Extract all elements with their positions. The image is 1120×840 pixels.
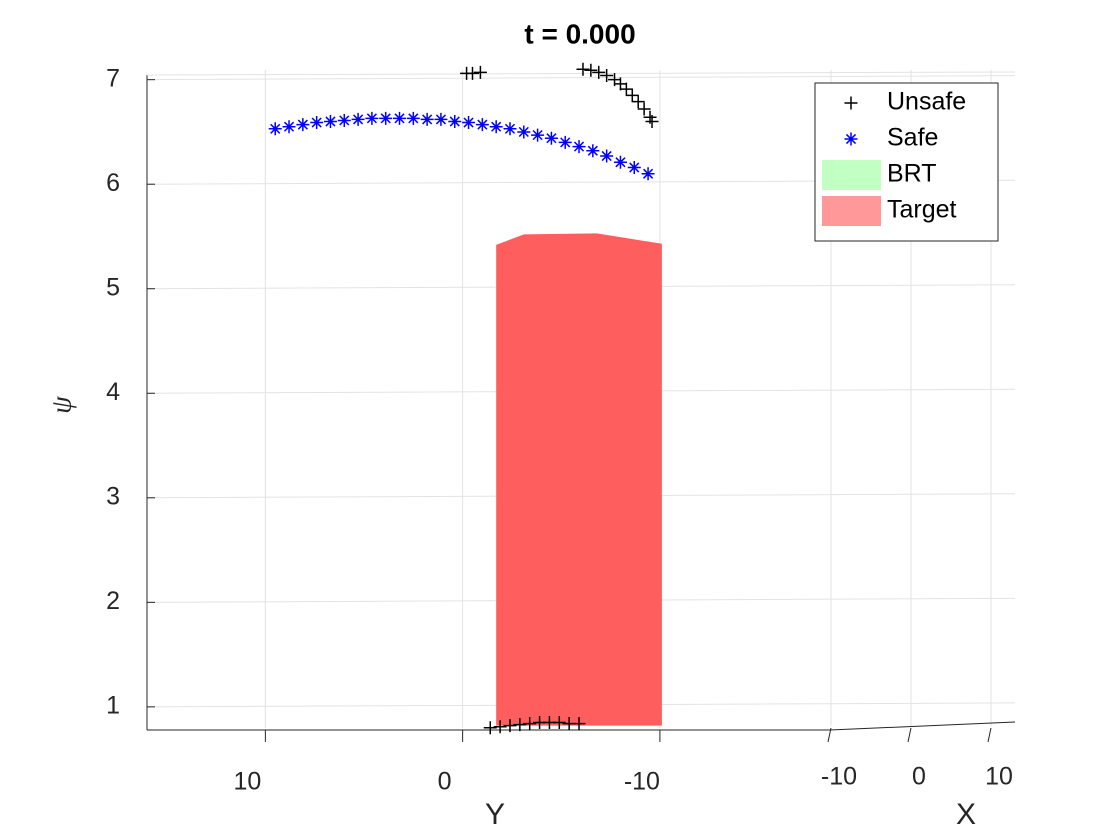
point	[523, 717, 537, 731]
point	[282, 120, 296, 134]
target-region	[496, 233, 662, 726]
grid-line	[146, 75, 1016, 81]
point	[613, 155, 627, 169]
x-tick-label: 10	[233, 768, 261, 796]
point	[637, 102, 651, 116]
point	[406, 111, 420, 125]
x2-tick-label: -10	[821, 763, 857, 791]
box-edge	[146, 71, 1016, 76]
y-tick-label: 6	[106, 169, 120, 197]
point	[572, 140, 586, 154]
point	[475, 118, 489, 132]
point	[619, 82, 633, 96]
point	[513, 718, 527, 732]
point	[552, 716, 566, 730]
point	[558, 135, 572, 149]
x-axis-label: Y	[485, 798, 505, 831]
y-tick-label: 5	[106, 273, 120, 301]
point	[576, 62, 590, 76]
point	[473, 65, 487, 79]
y-axis-label: ψ	[46, 396, 77, 414]
x2-axis-label: X	[956, 798, 976, 831]
point	[268, 122, 282, 136]
x-tick-label: 0	[438, 768, 452, 796]
point	[531, 128, 545, 142]
point	[296, 118, 310, 132]
legend-label: Target	[887, 196, 957, 224]
point	[466, 66, 479, 80]
point	[503, 719, 517, 733]
point	[493, 720, 507, 734]
point	[627, 160, 641, 174]
legend-marker	[844, 96, 858, 110]
legend-swatch	[822, 196, 881, 226]
point	[584, 63, 598, 77]
point	[586, 144, 600, 158]
y-tick-label: 1	[106, 691, 120, 719]
x2-axis	[829, 721, 1016, 731]
point	[393, 111, 407, 125]
y-tick-label: 7	[106, 64, 120, 92]
legend-marker	[844, 132, 858, 146]
point	[310, 116, 324, 130]
x2-tick	[987, 727, 992, 743]
point	[645, 114, 659, 128]
x-tick-label: -10	[624, 768, 660, 796]
point	[434, 112, 448, 126]
point	[483, 721, 497, 735]
point	[351, 112, 365, 126]
legend-label: BRT	[887, 160, 937, 188]
point	[489, 120, 503, 134]
point	[613, 77, 627, 91]
point	[323, 114, 337, 128]
point	[448, 114, 462, 128]
x2-tick-label: 10	[985, 763, 1013, 791]
point	[625, 88, 639, 102]
point	[365, 111, 379, 125]
chart-title: t = 0.000	[524, 18, 635, 49]
legend-swatch	[822, 160, 881, 190]
point	[379, 111, 393, 125]
x2-tick-label: 0	[912, 763, 926, 791]
point	[572, 717, 586, 731]
point	[641, 167, 655, 181]
point	[592, 65, 606, 79]
legend-label: Safe	[887, 124, 938, 152]
y-tick-label: 4	[106, 378, 120, 406]
legend-label: Unsafe	[887, 88, 966, 116]
point	[503, 122, 517, 136]
y-tick-label: 3	[106, 482, 120, 510]
point	[631, 95, 645, 109]
point	[600, 68, 614, 82]
y-tick-label: 2	[106, 587, 120, 615]
point	[544, 131, 558, 145]
point	[600, 149, 614, 163]
point	[462, 116, 476, 130]
point	[420, 112, 434, 126]
point	[337, 113, 351, 127]
point	[517, 125, 531, 139]
x2-tick	[907, 727, 912, 743]
